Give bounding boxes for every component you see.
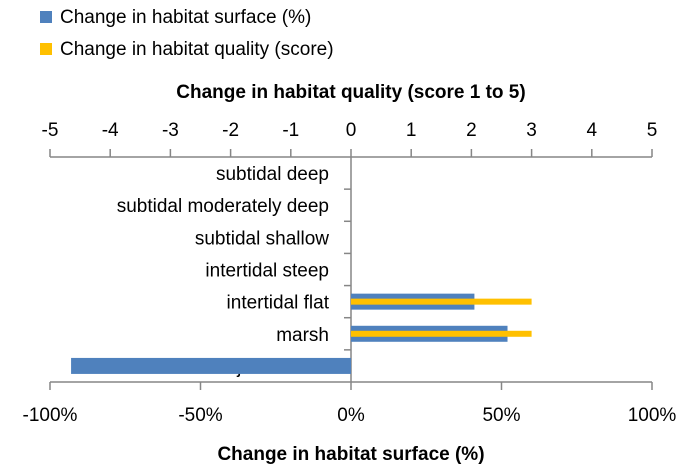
bar-quality xyxy=(351,298,532,305)
legend-swatch xyxy=(40,11,52,23)
top-tick-label: 2 xyxy=(466,120,477,141)
bottom-axis-title: Change in habitat surface (%) xyxy=(217,444,484,465)
category-label: intertidal flat xyxy=(227,293,330,314)
top-tick-label: 4 xyxy=(587,120,598,141)
top-tick-label: -4 xyxy=(102,120,119,141)
category-label: subtidal shallow xyxy=(195,228,329,249)
category-label: subtidal deep xyxy=(216,164,329,185)
category-label: subtidal moderately deep xyxy=(117,196,329,217)
bottom-tick-label: -50% xyxy=(178,405,222,426)
bottom-tick-label: 100% xyxy=(628,405,677,426)
bottom-tick-label: -100% xyxy=(23,405,78,426)
category-label: intertidal steep xyxy=(205,261,329,282)
top-tick-label: 1 xyxy=(406,120,417,141)
legend-label: Change in habitat surface (%) xyxy=(60,7,311,28)
top-tick-label: 5 xyxy=(647,120,658,141)
bar-surface xyxy=(71,357,351,374)
bottom-tick-label: 50% xyxy=(482,405,520,426)
category-label: marsh xyxy=(276,325,329,346)
bottom-tick-label: 0% xyxy=(337,405,365,426)
top-axis-title: Change in habitat quality (score 1 to 5) xyxy=(176,82,525,103)
top-tick-label: 0 xyxy=(346,120,357,141)
legend-swatch xyxy=(40,43,52,55)
top-tick-label: -5 xyxy=(42,120,59,141)
bar-quality xyxy=(351,330,532,337)
top-tick-label: 3 xyxy=(526,120,537,141)
legend-label: Change in habitat quality (score) xyxy=(60,39,334,60)
top-tick-label: -2 xyxy=(222,120,239,141)
top-tick-label: -1 xyxy=(282,120,299,141)
top-tick-label: -3 xyxy=(162,120,179,141)
